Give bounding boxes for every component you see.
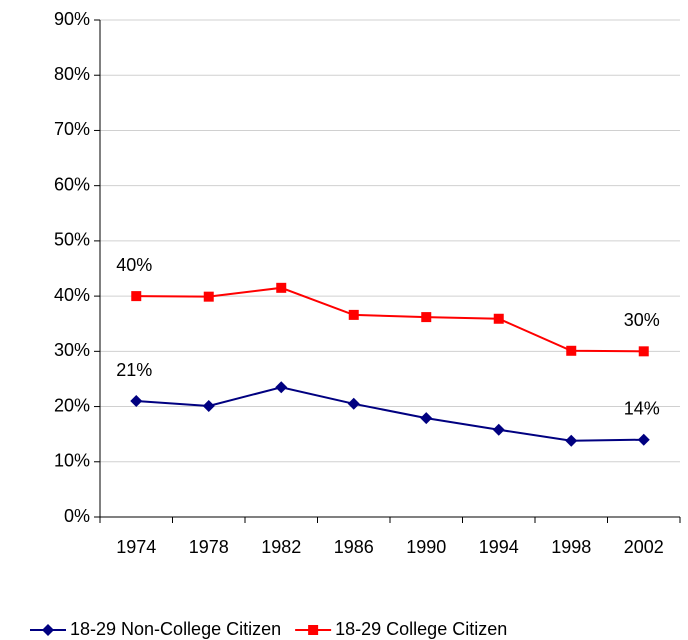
y-tick-label: 20% xyxy=(54,395,90,415)
legend-label: 18-29 College Citizen xyxy=(335,619,507,639)
x-tick-label: 2002 xyxy=(624,537,664,557)
y-tick-label: 60% xyxy=(54,174,90,194)
data-point xyxy=(202,400,215,413)
value-label: 40% xyxy=(116,255,152,275)
data-point xyxy=(637,433,650,446)
data-point xyxy=(492,423,505,436)
data-point xyxy=(131,291,142,302)
x-tick-label: 1974 xyxy=(116,537,156,557)
legend: 18-29 Non-College Citizen 18-29 College C… xyxy=(30,619,507,639)
x-tick-label: 1986 xyxy=(334,537,374,557)
series-line xyxy=(136,286,644,353)
x-tick-label: 1990 xyxy=(406,537,446,557)
data-point xyxy=(276,282,287,293)
data-point xyxy=(130,395,143,408)
data-point xyxy=(566,345,577,356)
data-point xyxy=(493,313,504,324)
legend-marker xyxy=(308,625,319,635)
y-tick-label: 0% xyxy=(64,506,90,526)
x-tick-label: 1982 xyxy=(261,537,301,557)
legend-marker xyxy=(42,624,54,636)
y-tick-label: 10% xyxy=(54,451,90,471)
data-point xyxy=(565,434,578,447)
x-tick-label: 1998 xyxy=(551,537,591,557)
value-label: 21% xyxy=(116,360,152,380)
y-tick-label: 80% xyxy=(54,64,90,84)
legend-label: 18-29 Non-College Citizen xyxy=(70,619,281,639)
data-point xyxy=(421,312,432,323)
series-line xyxy=(136,386,644,442)
y-tick-label: 50% xyxy=(54,230,90,250)
y-tick-label: 70% xyxy=(54,119,90,139)
value-label: 30% xyxy=(624,310,660,330)
x-tick-label: 1978 xyxy=(189,537,229,557)
y-tick-label: 30% xyxy=(54,340,90,360)
data-point xyxy=(638,346,649,357)
y-tick-label: 90% xyxy=(54,9,90,29)
value-label: 14% xyxy=(624,398,660,418)
data-point xyxy=(420,412,433,425)
data-point xyxy=(347,397,360,410)
y-tick-label: 40% xyxy=(54,285,90,305)
data-point xyxy=(275,381,288,394)
data-point xyxy=(348,309,359,320)
data-point xyxy=(203,291,214,302)
x-tick-label: 1994 xyxy=(479,537,519,557)
